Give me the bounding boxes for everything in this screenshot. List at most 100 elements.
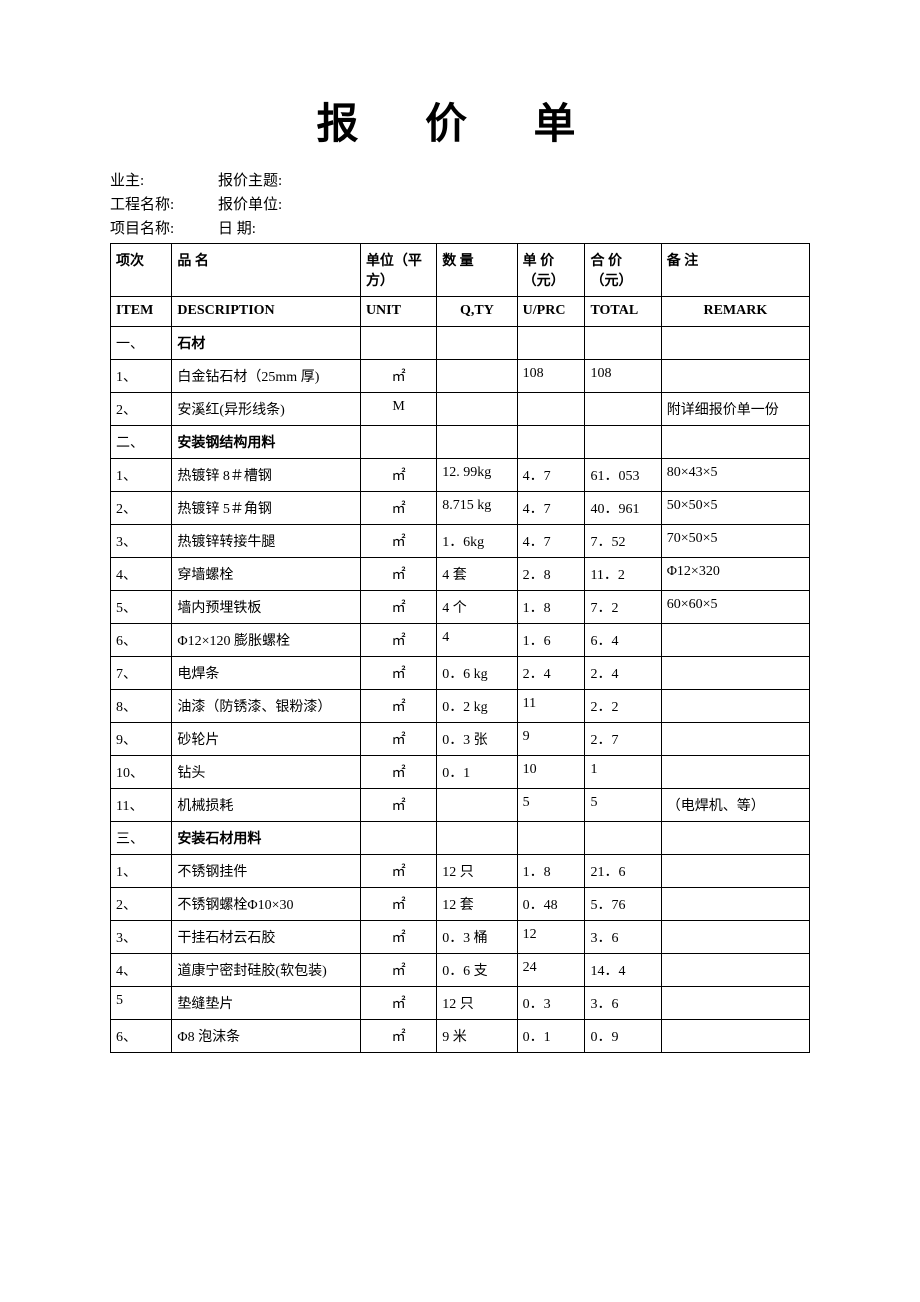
cell-desc: 不锈钢螺栓Φ10×30 <box>172 888 361 921</box>
cell-uprc: 24 <box>517 954 585 987</box>
cell-desc: 热镀锌 8＃槽钢 <box>172 459 361 492</box>
cell-remark <box>661 888 809 921</box>
cell-unit: ㎡ <box>360 954 436 987</box>
cell-unit: ㎡ <box>360 459 436 492</box>
cell-remark: （电焊机、等） <box>661 789 809 822</box>
cell-item: 7、 <box>111 657 172 690</box>
table-row: 1、白金钻石材（25mm 厚)㎡108108 <box>111 360 810 393</box>
cell-total: 2．2 <box>585 690 661 723</box>
th-item-en: ITEM <box>111 297 172 327</box>
empty-cell <box>360 426 436 459</box>
header-row-1: 业主: 报价主题: <box>110 169 810 193</box>
cell-remark <box>661 624 809 657</box>
empty-cell <box>585 822 661 855</box>
table-row: 11、机械损耗㎡55（电焊机、等） <box>111 789 810 822</box>
cell-uprc: 9 <box>517 723 585 756</box>
table-row: 6、Φ8 泡沫条㎡9 米0．10．9 <box>111 1020 810 1053</box>
table-row: 1、热镀锌 8＃槽钢㎡12. 99kg4．761．05380×43×5 <box>111 459 810 492</box>
th-unit-en: UNIT <box>360 297 436 327</box>
empty-cell <box>360 327 436 360</box>
quote-unit-label: 报价单位: <box>218 193 282 217</box>
cell-uprc: 10 <box>517 756 585 789</box>
cell-total: 2．4 <box>585 657 661 690</box>
cell-uprc: 12 <box>517 921 585 954</box>
header-row-3: 项目名称: 日 期: <box>110 217 810 241</box>
cell-uprc <box>517 393 585 426</box>
cell-total: 0．9 <box>585 1020 661 1053</box>
cell-qty: 8.715 kg <box>437 492 517 525</box>
cell-qty: 0．6 支 <box>437 954 517 987</box>
cell-unit: ㎡ <box>360 756 436 789</box>
cell-uprc: 11 <box>517 690 585 723</box>
cell-qty: 0．3 张 <box>437 723 517 756</box>
cell-desc: 白金钻石材（25mm 厚) <box>172 360 361 393</box>
empty-cell <box>661 822 809 855</box>
cell-uprc: 0．3 <box>517 987 585 1020</box>
cell-unit: ㎡ <box>360 558 436 591</box>
cell-remark <box>661 954 809 987</box>
cell-qty: 4 <box>437 624 517 657</box>
quotation-table: 项次 品 名 单位（平方） 数 量 单 价（元） 合 价（元） 备 注 ITEM… <box>110 243 810 1053</box>
cell-item: 4、 <box>111 954 172 987</box>
cell-remark <box>661 690 809 723</box>
cell-item: 2、 <box>111 888 172 921</box>
cell-desc: 砂轮片 <box>172 723 361 756</box>
cell-item: 10、 <box>111 756 172 789</box>
cell-desc: Φ8 泡沫条 <box>172 1020 361 1053</box>
cell-unit: ㎡ <box>360 591 436 624</box>
th-qty-cn: 数 量 <box>437 244 517 297</box>
empty-cell <box>661 426 809 459</box>
empty-cell <box>437 822 517 855</box>
cell-remark: 70×50×5 <box>661 525 809 558</box>
th-item-cn: 项次 <box>111 244 172 297</box>
cell-qty: 12 只 <box>437 855 517 888</box>
cell-desc: 机械损耗 <box>172 789 361 822</box>
owner-label: 业主: <box>110 169 188 193</box>
cell-qty: 4 个 <box>437 591 517 624</box>
cell-item: 3、 <box>111 525 172 558</box>
cell-item: 11、 <box>111 789 172 822</box>
cell-item: 2、 <box>111 393 172 426</box>
table-row: 8、油漆（防锈漆、银粉漆）㎡0．2 kg112．2 <box>111 690 810 723</box>
page-title: 报 价 单 <box>110 90 810 151</box>
cell-qty: 9 米 <box>437 1020 517 1053</box>
cell-qty <box>437 360 517 393</box>
section-num: 三、 <box>111 822 172 855</box>
cell-desc: 热镀锌转接牛腿 <box>172 525 361 558</box>
date-label: 日 期: <box>218 217 256 241</box>
cell-qty: 12. 99kg <box>437 459 517 492</box>
quote-subject-label: 报价主题: <box>218 169 282 193</box>
cell-desc: 干挂石材云石胶 <box>172 921 361 954</box>
table-row: 9、砂轮片㎡0．3 张92．7 <box>111 723 810 756</box>
section-title: 安装钢结构用料 <box>172 426 361 459</box>
table-row: 3、热镀锌转接牛腿㎡1．6kg4．77．5270×50×5 <box>111 525 810 558</box>
cell-total: 11．2 <box>585 558 661 591</box>
table-row: 10、钻头㎡0．1101 <box>111 756 810 789</box>
cell-uprc: 1．6 <box>517 624 585 657</box>
cell-unit: ㎡ <box>360 360 436 393</box>
section-row: 三、安装石材用料 <box>111 822 810 855</box>
cell-unit: ㎡ <box>360 492 436 525</box>
th-unit-cn: 单位（平方） <box>360 244 436 297</box>
cell-uprc: 2．8 <box>517 558 585 591</box>
cell-remark <box>661 855 809 888</box>
cell-remark: 附详细报价单一份 <box>661 393 809 426</box>
cell-item: 6、 <box>111 624 172 657</box>
cell-total: 7．2 <box>585 591 661 624</box>
cell-uprc: 108 <box>517 360 585 393</box>
cell-unit: ㎡ <box>360 888 436 921</box>
cell-total: 5．76 <box>585 888 661 921</box>
table-row: 4、穿墙螺栓㎡4 套2．811．2Φ12×320 <box>111 558 810 591</box>
empty-cell <box>517 327 585 360</box>
th-remark-cn: 备 注 <box>661 244 809 297</box>
cell-uprc: 4．7 <box>517 459 585 492</box>
empty-cell <box>437 426 517 459</box>
item-name-label: 项目名称: <box>110 217 188 241</box>
section-num: 二、 <box>111 426 172 459</box>
cell-unit: ㎡ <box>360 987 436 1020</box>
cell-qty: 0．2 kg <box>437 690 517 723</box>
cell-unit: ㎡ <box>360 624 436 657</box>
cell-remark: 60×60×5 <box>661 591 809 624</box>
header-info: 业主: 报价主题: 工程名称: 报价单位: 项目名称: 日 期: <box>110 169 810 241</box>
cell-uprc: 1．8 <box>517 591 585 624</box>
